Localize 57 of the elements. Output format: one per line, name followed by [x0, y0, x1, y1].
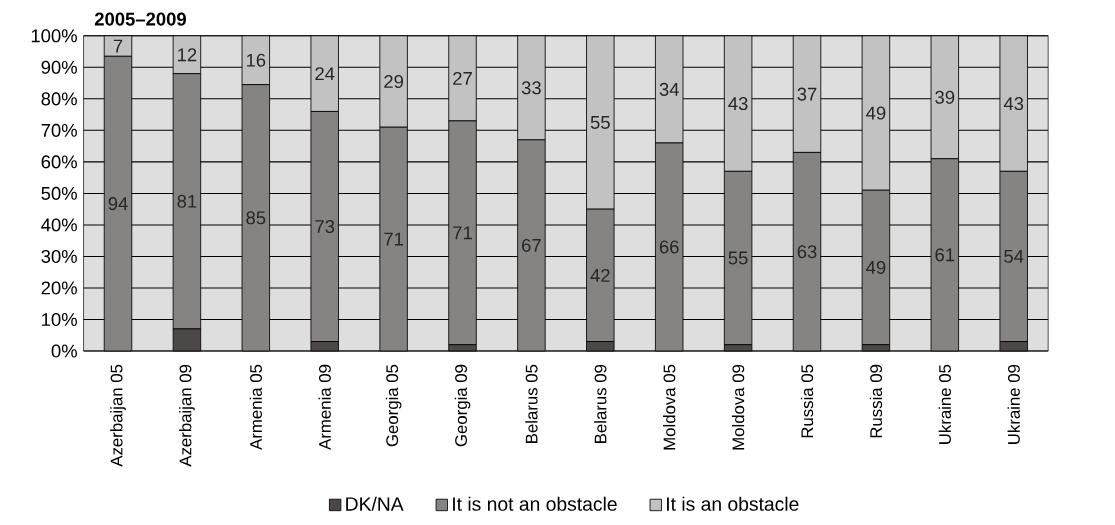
- data-label: 42: [590, 268, 610, 282]
- x-tick-label: Ukraine 09: [1007, 364, 1020, 444]
- x-tick-label: Armenia 05: [249, 364, 262, 450]
- x-tick-label: Azerbaijan 09: [179, 364, 195, 467]
- x-tick-label: Armenia 09: [318, 364, 331, 450]
- data-label: 67: [522, 238, 541, 252]
- legend-label: It is not an obstacle: [453, 496, 617, 511]
- y-tick-label: 30%: [41, 249, 77, 263]
- chart-title: 2005–2009: [94, 12, 186, 26]
- data-label: 49: [866, 106, 886, 120]
- data-label: 43: [728, 96, 748, 110]
- x-tick-label: Azerbaijan 05: [110, 364, 126, 467]
- data-label: 39: [935, 90, 955, 104]
- y-tick-label: 90%: [41, 60, 77, 74]
- y-tick-label: 20%: [41, 281, 77, 295]
- data-label: 61: [935, 248, 955, 262]
- data-label: 16: [246, 53, 266, 67]
- legend-label: DK/NA: [346, 496, 404, 511]
- x-tick-label: Georgia 09: [454, 364, 471, 447]
- data-label: 27: [453, 71, 472, 85]
- data-label: 71: [453, 226, 472, 240]
- data-label: 33: [521, 81, 541, 95]
- data-label: 34: [659, 82, 679, 96]
- data-label: 49: [866, 260, 886, 274]
- data-label: 54: [1004, 249, 1024, 263]
- data-label: 73: [315, 219, 335, 233]
- x-tick-label: Georgia 05: [385, 364, 402, 447]
- legend-label: It is an obstacle: [667, 496, 799, 511]
- x-tick-label: Belarus 09: [594, 364, 607, 443]
- y-tick-label: 0%: [51, 344, 77, 358]
- x-tick-label: Russia 05: [800, 364, 814, 438]
- x-tick-label: Belarus 05: [525, 364, 538, 443]
- y-tick-label: 10%: [42, 312, 77, 326]
- data-label: 55: [590, 115, 610, 129]
- data-label: 37: [797, 87, 817, 101]
- y-tick-label: 80%: [41, 92, 77, 106]
- data-label: 94: [108, 196, 128, 211]
- data-label: 12: [178, 48, 197, 62]
- y-tick-label: 40%: [41, 218, 77, 232]
- x-tick-label: Russia 09: [869, 364, 883, 438]
- x-tick-label: Moldova 09: [731, 364, 745, 450]
- data-label: 43: [1003, 96, 1024, 110]
- data-label: 71: [384, 232, 403, 246]
- data-label: 81: [177, 194, 197, 208]
- data-label: 29: [384, 74, 404, 88]
- data-label: 63: [797, 245, 817, 259]
- y-tick-label: 70%: [41, 123, 77, 137]
- x-tick-label: Ukraine 05: [938, 364, 951, 444]
- y-tick-label: 50%: [41, 186, 77, 200]
- data-label: 55: [728, 251, 748, 265]
- data-label: 85: [246, 211, 266, 225]
- y-tick-label: 60%: [41, 155, 77, 169]
- data-label: 7: [113, 39, 123, 53]
- data-label: 24: [315, 67, 335, 80]
- x-tick-label: Moldova 05: [663, 364, 676, 450]
- y-tick-label: 100%: [31, 29, 77, 43]
- data-label: 66: [659, 240, 679, 254]
